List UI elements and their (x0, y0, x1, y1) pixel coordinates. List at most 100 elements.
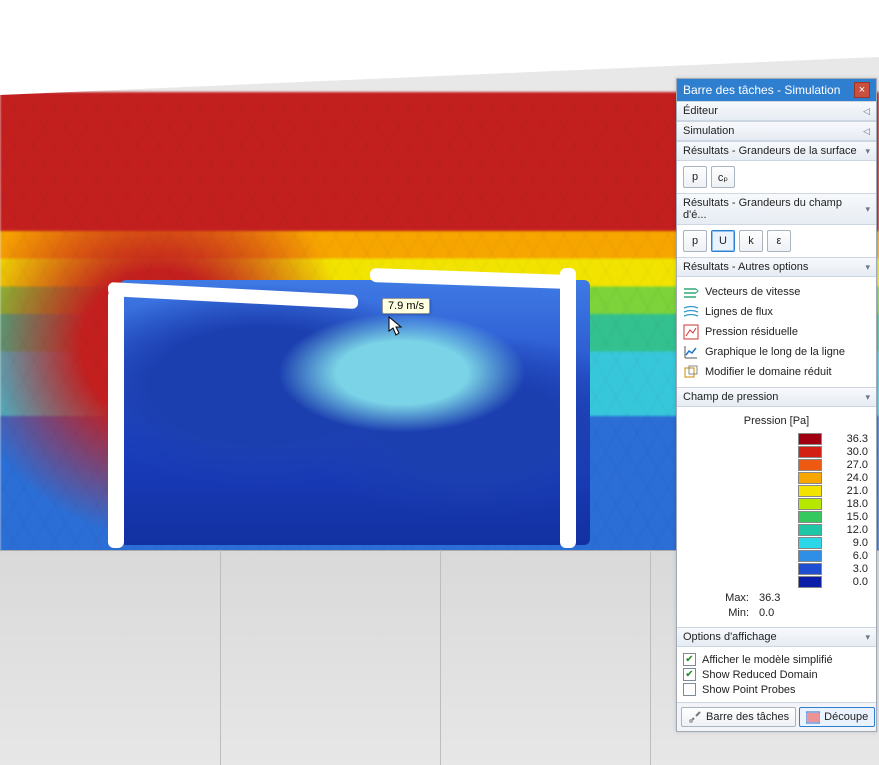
legend-value: 21.0 (830, 485, 868, 497)
legend-swatch (798, 550, 822, 562)
close-button[interactable]: × (854, 82, 870, 98)
legend-value: 18.0 (830, 498, 868, 510)
legend-value: 6.0 (830, 550, 868, 562)
cursor-icon (388, 316, 404, 336)
legend-stop: 18.0 (798, 498, 868, 510)
legend-swatch (798, 563, 822, 575)
ck-probes[interactable]: Show Point Probes (683, 682, 870, 697)
legend-stop: 12.0 (798, 524, 868, 536)
legend-title: Pression [Pa] (685, 415, 868, 427)
legend-value: 9.0 (830, 537, 868, 549)
legend-swatch (798, 524, 822, 536)
vectors-icon (683, 284, 699, 300)
legend-min-label: Min: (715, 607, 749, 619)
flow-buttons: pUkε (683, 230, 870, 252)
tools-icon (688, 710, 702, 724)
option-label: Modifier le domaine réduit (705, 366, 832, 378)
cp-button[interactable]: cₚ (711, 166, 735, 188)
legend-swatch (798, 459, 822, 471)
legend-stop: 21.0 (798, 485, 868, 497)
tab-taskbar[interactable]: Barre des tâches (681, 707, 796, 727)
panel-tabs: Barre des tâches Découpe (677, 702, 876, 731)
ck-simplified[interactable]: Afficher le modèle simplifié (683, 652, 870, 667)
surface-buttons: pcₚ (683, 166, 870, 188)
cavity-region (120, 280, 590, 545)
checkbox-label: Show Reduced Domain (702, 669, 818, 681)
opt-edit-domain[interactable]: Modifier le domaine réduit (683, 362, 870, 382)
checkbox-label: Afficher le modèle simplifié (702, 654, 833, 666)
opt-velocity-vectors[interactable]: Vecteurs de vitesse (683, 282, 870, 302)
legend-value: 27.0 (830, 459, 868, 471)
p-field-button[interactable]: p (683, 230, 707, 252)
chevron-down-icon: ▾ (865, 632, 870, 643)
section-other-results[interactable]: Résultats - Autres options ▾ (677, 257, 876, 277)
legend-value: 36.3 (830, 433, 868, 445)
other-options-list: Vecteurs de vitesse Lignes de flux Pressio… (683, 282, 870, 382)
checkbox-icon (683, 668, 696, 681)
legend-stop: 30.0 (798, 446, 868, 458)
domain-icon (683, 364, 699, 380)
structure-wall-right (560, 268, 576, 548)
tab-label: Barre des tâches (706, 711, 789, 723)
chevron-down-icon: ▾ (865, 262, 870, 273)
legend-body: Pression [Pa] 36.330.027.024.021.018.015… (677, 407, 876, 627)
section-simulation-label: Simulation (683, 125, 734, 137)
legend-max-value: 36.3 (759, 592, 780, 604)
legend-stop: 36.3 (798, 433, 868, 445)
ck-reduced[interactable]: Show Reduced Domain (683, 667, 870, 682)
section-flow-results[interactable]: Résultats - Grandeurs du champ d'é... ▾ (677, 193, 876, 225)
tab-decoupe[interactable]: Découpe (799, 707, 875, 727)
legend-swatch (798, 433, 822, 445)
section-legend[interactable]: Champ de pression ▾ (677, 387, 876, 407)
legend-stop: 27.0 (798, 459, 868, 471)
chevron-down-icon: ▾ (865, 146, 870, 157)
structure-wall-left (108, 290, 124, 548)
eps-field-button[interactable]: ε (767, 230, 791, 252)
p-button[interactable]: p (683, 166, 707, 188)
opt-residual-pressure[interactable]: Pression résiduelle (683, 322, 870, 342)
section-legend-label: Champ de pression (683, 391, 778, 403)
stream-icon (683, 304, 699, 320)
legend-swatch (798, 576, 822, 588)
checkbox-icon (683, 683, 696, 696)
legend-swatch (798, 498, 822, 510)
chevron-left-icon: ◁ (863, 126, 870, 137)
residual-icon (683, 324, 699, 340)
checkbox-icon (683, 653, 696, 666)
close-icon: × (859, 84, 865, 96)
legend-value: 30.0 (830, 446, 868, 458)
option-label: Vecteurs de vitesse (705, 286, 800, 298)
legend-value: 15.0 (830, 511, 868, 523)
chevron-left-icon: ◁ (863, 106, 870, 117)
opt-line-graph[interactable]: Graphique le long de la ligne (683, 342, 870, 362)
legend-swatch (798, 511, 822, 523)
display-options-body: Afficher le modèle simplifié Show Reduced… (677, 647, 876, 702)
section-other-label: Résultats - Autres options (683, 261, 808, 273)
k-field-button[interactable]: k (739, 230, 763, 252)
section-display-options[interactable]: Options d'affichage ▾ (677, 627, 876, 647)
legend-max-label: Max: (715, 592, 749, 604)
option-label: Lignes de flux (705, 306, 773, 318)
section-surface-results[interactable]: Résultats - Grandeurs de la surface ▾ (677, 141, 876, 161)
section-editor[interactable]: Éditeur ◁ (677, 101, 876, 121)
legend-stop: 3.0 (798, 563, 868, 575)
panel-title-text: Barre des tâches - Simulation (683, 83, 840, 97)
cut-icon (806, 710, 820, 724)
task-panel: Barre des tâches - Simulation × Éditeur … (676, 78, 877, 732)
legend-stop: 15.0 (798, 511, 868, 523)
panel-titlebar[interactable]: Barre des tâches - Simulation × (677, 79, 876, 101)
opt-streamlines[interactable]: Lignes de flux (683, 302, 870, 322)
tab-label: Découpe (824, 711, 868, 723)
legend-value: 24.0 (830, 472, 868, 484)
chevron-down-icon: ▾ (865, 392, 870, 403)
section-display-label: Options d'affichage (683, 631, 777, 643)
option-label: Graphique le long de la ligne (705, 346, 845, 358)
u-field-button[interactable]: U (711, 230, 735, 252)
graph-icon (683, 344, 699, 360)
legend-min-value: 0.0 (759, 607, 774, 619)
chevron-down-icon: ▾ (865, 204, 870, 215)
section-flow-label: Résultats - Grandeurs du champ d'é... (683, 197, 865, 221)
legend-swatch (798, 537, 822, 549)
section-simulation[interactable]: Simulation ◁ (677, 121, 876, 141)
legend-stop: 24.0 (798, 472, 868, 484)
